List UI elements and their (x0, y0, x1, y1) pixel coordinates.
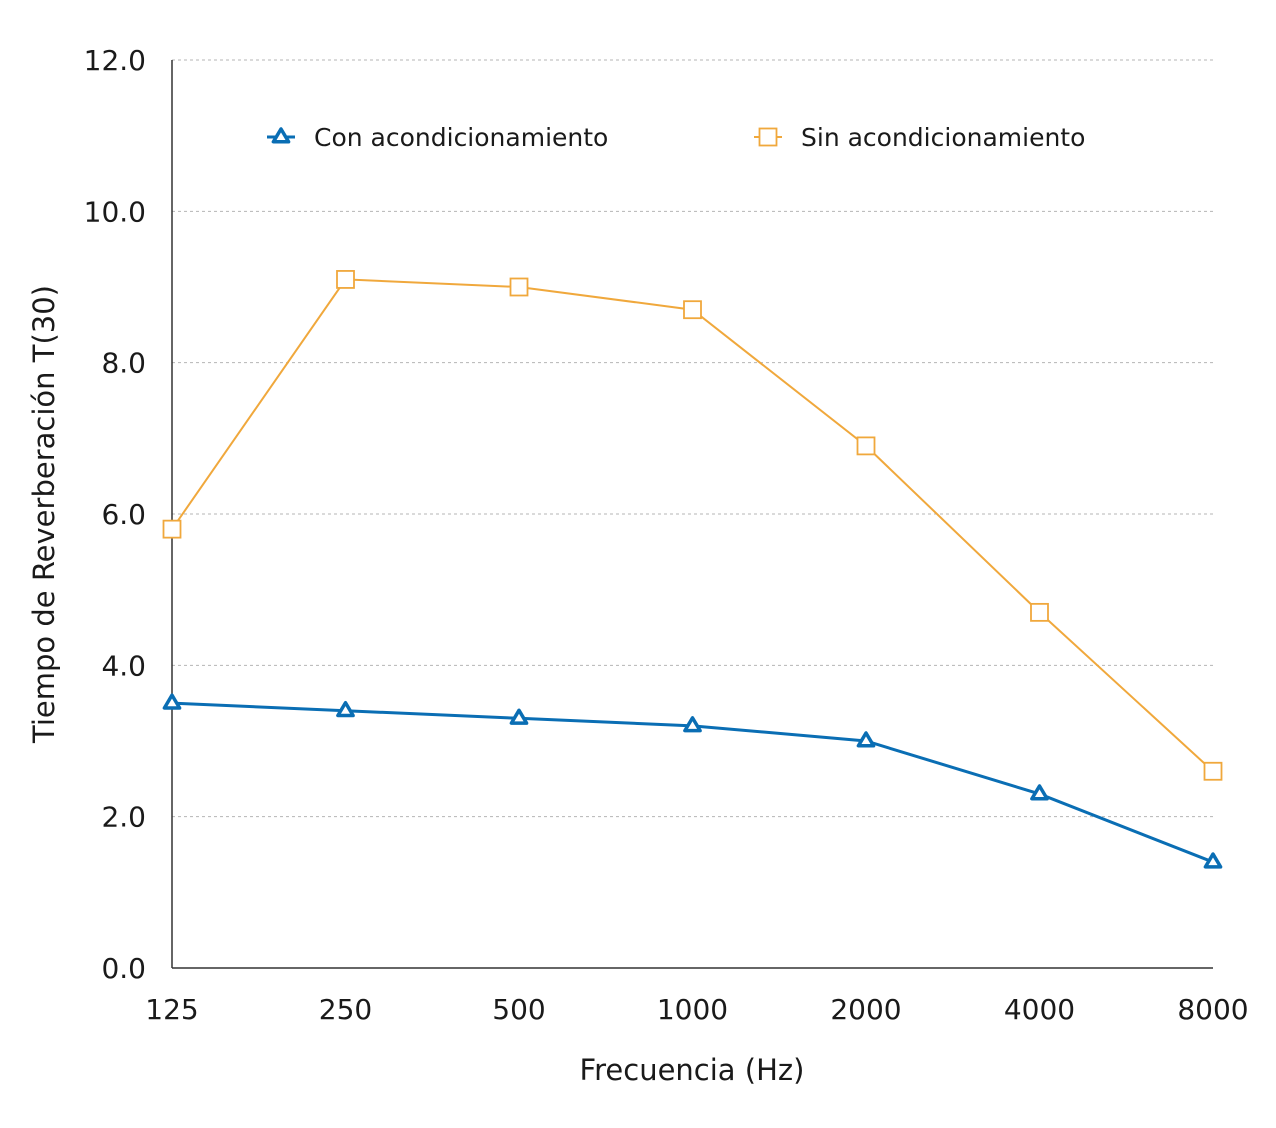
data-point-square (162, 519, 182, 539)
data-point-triangle (1030, 784, 1049, 801)
legend-item-sin: Sin acondicionamiento (754, 123, 1085, 152)
series-line (171, 278, 1214, 773)
data-point-triangle (1203, 852, 1223, 869)
y-tick-label: 4.0 (101, 649, 146, 682)
data-point-square (856, 436, 876, 456)
series-con (162, 693, 1223, 869)
data-point-triangle (162, 693, 182, 710)
x-axis-title: Frecuencia (Hz) (580, 1053, 805, 1087)
x-tick-label: 4000 (1004, 993, 1075, 1026)
y-tick-label: 12.0 (84, 44, 146, 77)
x-tick-label: 8000 (1177, 993, 1248, 1026)
legend-marker-triangle-icon (271, 127, 291, 144)
data-point-square (336, 270, 355, 289)
x-tick-label: 2000 (830, 993, 901, 1026)
axes (171, 60, 1213, 969)
data-point-triangle (683, 716, 702, 733)
x-tick-label: 250 (319, 993, 372, 1026)
x-tick-label: 125 (145, 993, 198, 1026)
x-tick-label: 500 (492, 993, 545, 1026)
legend: Con acondicionamiento Sin acondicionamie… (267, 123, 1085, 152)
y-tick-label: 0.0 (101, 952, 146, 985)
y-tick-label: 6.0 (101, 498, 146, 531)
legend-item-con: Con acondicionamiento (267, 123, 608, 152)
x-tick-label: 1000 (657, 993, 728, 1026)
data-point-triangle (336, 700, 355, 718)
legend-label-sin: Sin acondicionamiento (801, 123, 1085, 152)
data-point-square (683, 300, 702, 320)
legend-marker-square-icon (758, 127, 778, 147)
grid (172, 59, 1213, 818)
y-axis-title: Tiempo de Reverberación T(30) (27, 285, 61, 744)
series (162, 270, 1223, 869)
data-point-square (509, 277, 529, 297)
data-point-triangle (509, 708, 529, 725)
y-tick-label: 10.0 (84, 195, 146, 228)
series-sin (162, 270, 1223, 781)
x-tick-labels: 125 250 500 1000 2000 4000 8000 (145, 993, 1248, 1026)
data-point-square (1203, 761, 1223, 781)
legend-label-con: Con acondicionamiento (314, 123, 608, 152)
y-tick-label: 2.0 (101, 801, 146, 834)
data-point-triangle (856, 731, 876, 748)
y-tick-label: 8.0 (101, 347, 146, 380)
y-tick-labels: 0.0 2.0 4.0 6.0 8.0 10.0 12.0 (84, 44, 146, 985)
data-point-square (1030, 602, 1049, 622)
